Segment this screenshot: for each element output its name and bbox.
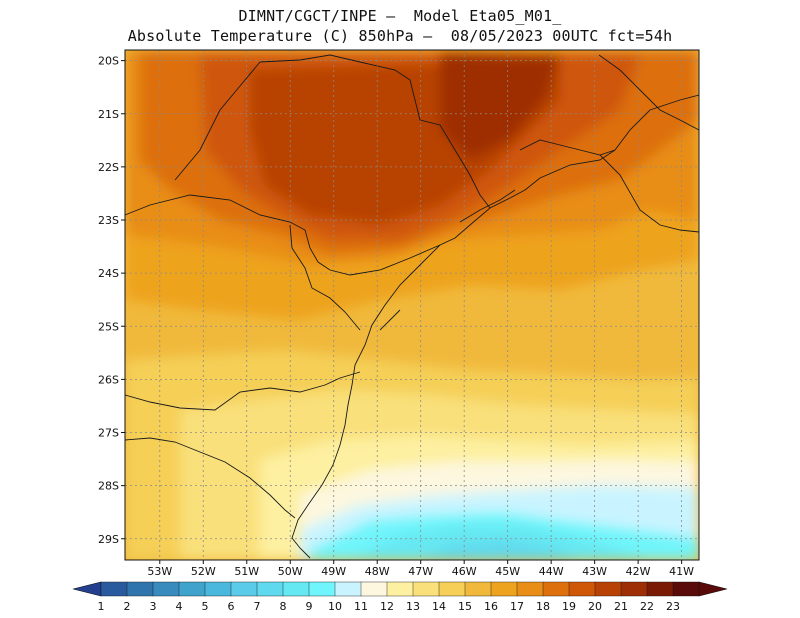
colorbar-label: 19 (562, 600, 576, 613)
lat-label: 27S (98, 427, 119, 440)
colorbar-segment (152, 581, 180, 597)
lon-label: 53W (147, 565, 172, 578)
lon-label: 52W (191, 565, 216, 578)
colorbar-label: 17 (510, 600, 524, 613)
colorbar-segment (490, 581, 518, 597)
lon-label: 46W (452, 565, 477, 578)
colorbar-label: 12 (380, 600, 394, 613)
lat-label: 28S (98, 480, 119, 493)
colorbar-segment (438, 581, 466, 597)
lat-label: 23S (98, 214, 119, 227)
lon-label: 51W (234, 565, 259, 578)
colorbar-label: 9 (306, 600, 313, 613)
colorbar-segment (568, 581, 596, 597)
longitude-labels: 53W 52W 51W 50W 49W 48W 47W 46W 45W 44W 43W 42W 41W (147, 565, 694, 578)
colorbar-segment (204, 581, 232, 597)
colorbar-label: 3 (150, 600, 157, 613)
latitude-ticks (121, 60, 125, 540)
lon-label: 50W (278, 565, 303, 578)
colorbar-segment (230, 581, 258, 597)
lon-label: 43W (582, 565, 607, 578)
colorbar-label: 5 (202, 600, 209, 613)
colorbar-segment (464, 581, 492, 597)
colorbar-segment (594, 581, 622, 597)
colorbar-segment (282, 581, 310, 597)
colorbar-segment (672, 581, 700, 597)
colorbar-segment (646, 581, 674, 597)
lat-label: 25S (98, 320, 119, 333)
colorbar-label: 6 (228, 600, 235, 613)
colorbar-label: 11 (354, 600, 368, 613)
temperature-field (125, 50, 699, 560)
colorbar-label: 7 (254, 600, 261, 613)
colorbar-segment (308, 581, 336, 597)
lon-label: 48W (365, 565, 390, 578)
lat-label: 24S (98, 267, 119, 280)
colorbar-segment (126, 581, 154, 597)
colorbar-labels: 1 2 3 4 5 6 7 8 9 10 11 12 13 14 15 16 17 18 19 20 21 22 23 (98, 600, 681, 613)
colorbar-segment (516, 581, 544, 597)
colorbar-segment (334, 581, 362, 597)
lat-label: 21S (98, 108, 119, 121)
lat-label: 22S (98, 161, 119, 174)
colorbar-segment (360, 581, 388, 597)
colorbar-label: 18 (536, 600, 550, 613)
colorbar-label: 2 (124, 600, 131, 613)
map-frame (124, 49, 700, 561)
colorbar-label: 13 (406, 600, 420, 613)
lon-label: 44W (539, 565, 564, 578)
longitude-ticks (159, 560, 683, 564)
colorbar-segment (542, 581, 570, 597)
colorbar-label: 21 (614, 600, 628, 613)
colorbar-label: 1 (98, 600, 105, 613)
lat-label: 29S (98, 533, 119, 546)
colorbar-label: 20 (588, 600, 602, 613)
colorbar-label: 22 (640, 600, 654, 613)
lon-label: 45W (495, 565, 520, 578)
colorbar-segment (386, 581, 414, 597)
latitude-labels: 20S 21S 22S 23S 24S 25S 26S 27S 28S 29S (98, 55, 119, 546)
lon-label: 41W (669, 565, 694, 578)
colorbar-segment (256, 581, 284, 597)
colorbar-segment (620, 581, 648, 597)
map-title-line1: DIMNT/CGCT/INPE – Model Eta05_M01_ (238, 7, 562, 25)
map-title-line2: Absolute Temperature (C) 850hPa – 08/05/… (127, 27, 673, 45)
colorbar-label: 23 (666, 600, 680, 613)
colorbar-label: 10 (328, 600, 342, 613)
colorbar-segment (412, 581, 440, 597)
lat-lon-grid (125, 50, 699, 560)
colorbar-label: 14 (432, 600, 446, 613)
colorbar-label: 16 (484, 600, 498, 613)
lon-label: 42W (626, 565, 651, 578)
colorbar-label: 8 (280, 600, 287, 613)
lon-label: 47W (408, 565, 433, 578)
lon-label: 49W (321, 565, 346, 578)
colorbar-segment (100, 581, 128, 597)
colorbar (72, 581, 728, 597)
colorbar-label: 15 (458, 600, 472, 613)
colorbar-label: 4 (176, 600, 183, 613)
colorbar-arrow-right (698, 581, 728, 597)
colorbar-segment (178, 581, 206, 597)
lat-label: 20S (98, 55, 119, 68)
coastline-and-borders (125, 54, 699, 559)
colorbar-arrow-left (72, 581, 102, 597)
lat-label: 26S (98, 373, 119, 386)
